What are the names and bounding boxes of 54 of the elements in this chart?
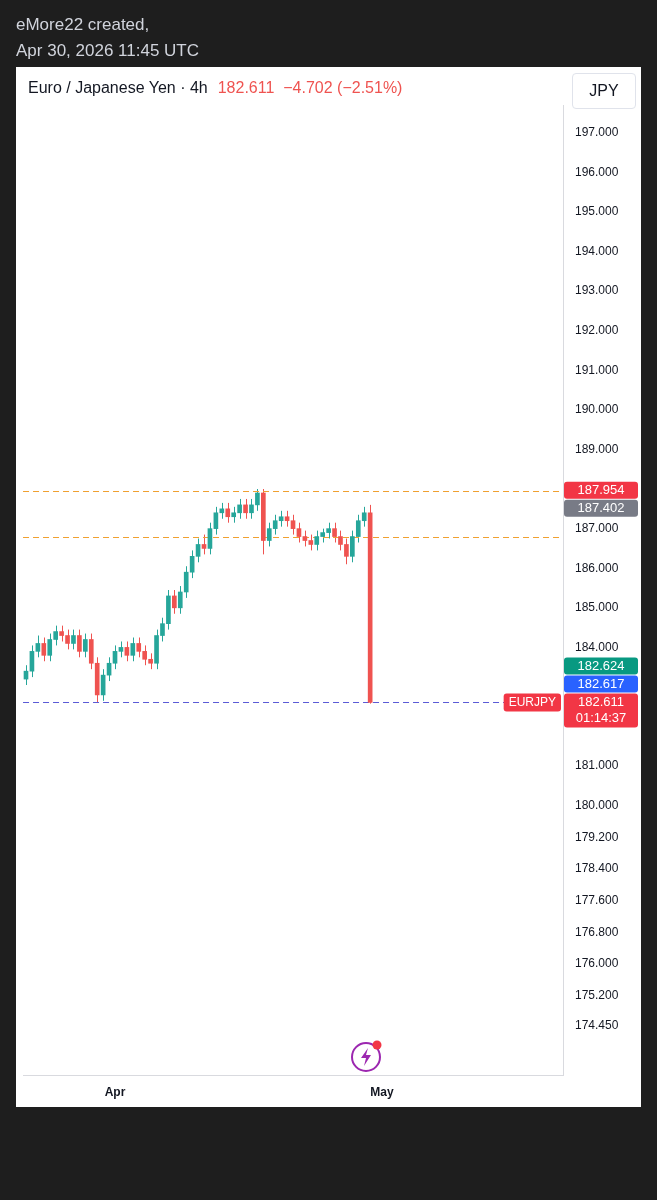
candlestick bbox=[41, 637, 47, 662]
candlestick bbox=[225, 502, 231, 524]
text: 187.402 bbox=[577, 500, 625, 516]
y-tick-label: 189.000 bbox=[575, 441, 619, 456]
y-tick-label: 176.000 bbox=[575, 956, 619, 971]
candlestick bbox=[201, 534, 207, 555]
y-tick-label: 196.000 bbox=[575, 164, 619, 179]
y-tick-label: 175.200 bbox=[575, 988, 619, 1003]
y-tick-label: 190.000 bbox=[575, 402, 619, 417]
y-tick-label: 195.000 bbox=[575, 204, 619, 219]
y-tick-label: 174.450 bbox=[575, 1017, 619, 1032]
candlestick bbox=[177, 585, 183, 615]
y-tick-label: 179.200 bbox=[575, 829, 619, 844]
y-tick-label: 186.000 bbox=[575, 560, 619, 575]
y-tick-label: 176.800 bbox=[575, 924, 619, 939]
candlestick bbox=[296, 522, 302, 543]
candlestick bbox=[130, 637, 136, 662]
candlestick bbox=[77, 629, 82, 658]
candlestick bbox=[112, 644, 118, 670]
y-tick-label: 187.000 bbox=[575, 520, 619, 535]
y-tick-label: 191.000 bbox=[575, 362, 619, 377]
y-tick-label: 194.000 bbox=[575, 243, 619, 258]
chart-subtitle: 182.611 −4.702 (−2.51%) bbox=[217, 79, 403, 96]
x-tick-label: May bbox=[370, 1084, 395, 1099]
text: 182.611 bbox=[577, 693, 625, 709]
candlestick bbox=[243, 498, 248, 520]
chart-title: Euro / Japanese Yen · 4h bbox=[28, 79, 208, 96]
y-tick-label: 181.000 bbox=[575, 758, 619, 773]
ref-line-label: EURJPY bbox=[508, 695, 556, 710]
y-tick-label: 178.400 bbox=[575, 861, 619, 876]
candlestick bbox=[71, 629, 76, 650]
candlestick bbox=[255, 488, 260, 512]
text: 182.617 bbox=[577, 675, 625, 691]
y-tick-label: 177.600 bbox=[575, 893, 619, 908]
text: 01:14:37 bbox=[575, 709, 627, 725]
x-tick-label: Apr bbox=[104, 1084, 126, 1099]
candlestick bbox=[35, 635, 41, 658]
candlestick bbox=[124, 640, 130, 662]
ref-line-label: 187.954 bbox=[577, 482, 625, 498]
y-tick-label: 180.000 bbox=[575, 798, 619, 813]
candlestick bbox=[195, 538, 201, 563]
y-tick-label: 184.000 bbox=[575, 639, 619, 654]
candlestick bbox=[172, 589, 177, 615]
candlestick bbox=[290, 514, 296, 536]
candlestick bbox=[249, 498, 254, 520]
candlestick bbox=[83, 633, 88, 658]
text: 182.624 bbox=[577, 657, 625, 673]
text: eMore22 created, bbox=[16, 14, 151, 36]
text: JPY bbox=[572, 73, 636, 109]
y-tick-label: 197.000 bbox=[575, 125, 619, 140]
y-tick-label: 193.000 bbox=[575, 283, 619, 298]
y-tick-label: 185.000 bbox=[575, 600, 619, 615]
text: Apr 30, 2026 11:45 UTC bbox=[16, 40, 200, 62]
y-tick-label: 192.000 bbox=[575, 322, 619, 337]
